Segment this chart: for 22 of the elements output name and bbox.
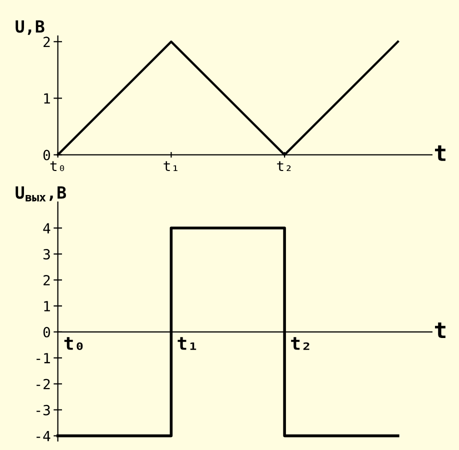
- x-tick-label: t₀: [50, 161, 64, 172]
- y-tick-label: 0: [43, 150, 50, 160]
- x-tick-label: t₁: [178, 337, 196, 350]
- y-axis-title: U,B: [16, 20, 44, 35]
- y-axis-title: U$_{вых}$,B: [16, 186, 66, 202]
- y-tick-label: 3: [43, 249, 50, 260]
- y-tick-label: 0: [43, 326, 50, 338]
- x-axis-title: t: [434, 322, 446, 338]
- y-tick-label: 4: [43, 223, 50, 234]
- y-tick-label: 1: [44, 93, 50, 104]
- y-tick-label: -3: [36, 404, 50, 416]
- y-tick-label: 2: [44, 274, 50, 286]
- x-tick-label: t₂: [291, 337, 310, 350]
- y-tick-label: -4: [36, 430, 50, 442]
- x-tick-label: t₀: [64, 337, 83, 350]
- x-tick-label: t₁: [164, 161, 178, 172]
- y-tick-label: -1: [36, 353, 50, 364]
- x-axis-title: t: [434, 145, 446, 161]
- y-tick-label: 2: [44, 36, 50, 47]
- y-tick-label: -2: [36, 378, 50, 390]
- x-tick-label: t₂: [277, 161, 291, 172]
- y-tick-label: 1: [44, 301, 50, 312]
